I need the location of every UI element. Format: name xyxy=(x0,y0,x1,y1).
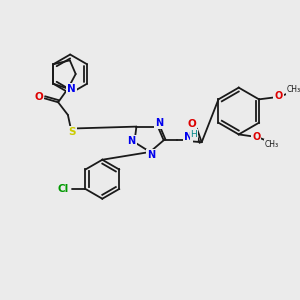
Text: N: N xyxy=(128,136,136,146)
Text: N: N xyxy=(184,132,192,142)
Text: O: O xyxy=(274,92,283,101)
Text: N: N xyxy=(155,118,163,128)
Text: O: O xyxy=(188,119,196,129)
Text: Cl: Cl xyxy=(57,184,69,194)
Text: O: O xyxy=(252,132,260,142)
Text: S: S xyxy=(68,128,76,137)
Text: N: N xyxy=(68,84,76,94)
Text: N: N xyxy=(147,150,155,160)
Text: CH₃: CH₃ xyxy=(265,140,279,149)
Text: O: O xyxy=(34,92,43,102)
Text: CH₃: CH₃ xyxy=(287,85,300,94)
Text: H: H xyxy=(190,130,197,139)
